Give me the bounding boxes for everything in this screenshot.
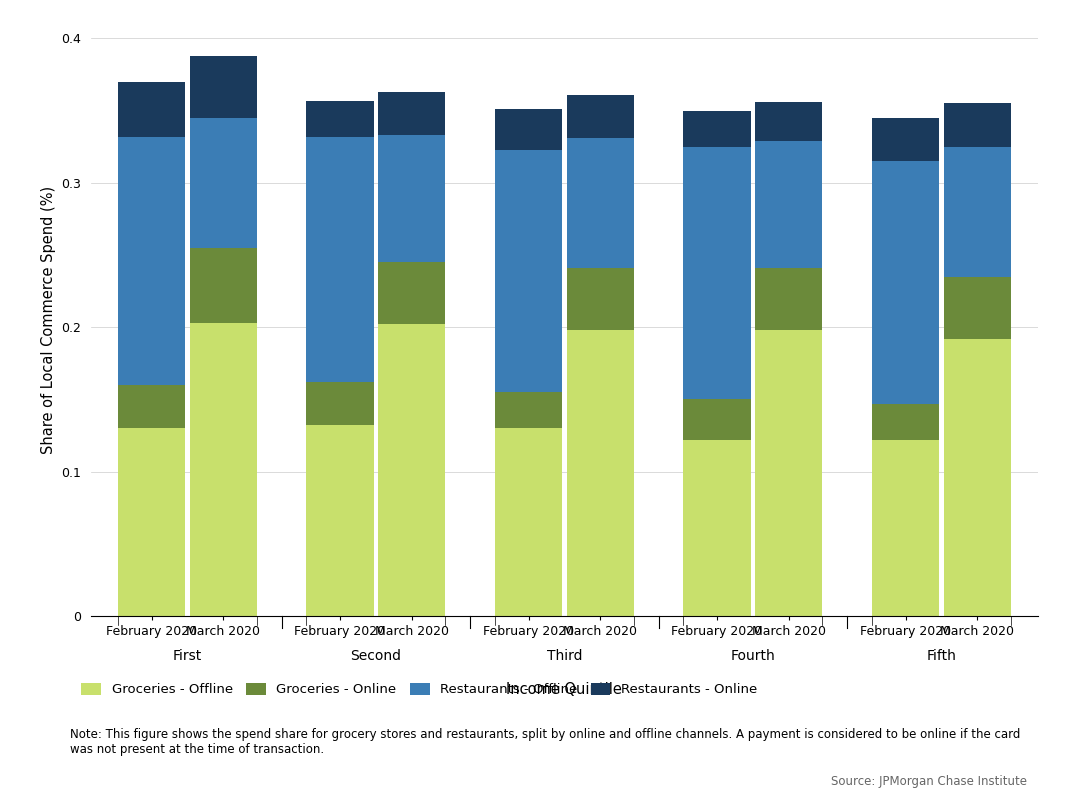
Bar [494,150,562,392]
Bar [306,426,373,616]
Bar [118,428,185,616]
Bar [306,101,373,137]
Bar [872,161,939,404]
Bar [378,324,445,616]
Text: Third: Third [547,649,582,662]
Bar [944,277,1011,338]
Bar [378,135,445,262]
Bar [494,428,562,616]
Bar [872,404,939,440]
Bar [189,323,257,616]
Bar [494,109,562,150]
Text: Second: Second [351,649,401,662]
Bar [755,330,823,616]
Bar [684,146,751,399]
Bar [118,82,185,137]
Bar [755,102,823,141]
Y-axis label: Share of Local Commerce Spend (%): Share of Local Commerce Spend (%) [41,186,56,454]
Bar [306,137,373,382]
Bar [944,338,1011,616]
Text: First: First [173,649,202,662]
Bar [872,118,939,161]
Text: Note: This figure shows the spend share for grocery stores and restaurants, spli: Note: This figure shows the spend share … [70,728,1020,756]
Text: Fourth: Fourth [731,649,776,662]
Text: Fifth: Fifth [927,649,957,662]
Bar [494,392,562,428]
Bar [567,138,635,268]
Bar [684,440,751,616]
Bar [306,382,373,426]
Bar [378,92,445,135]
Bar [944,103,1011,146]
Bar [189,118,257,248]
Bar [567,330,635,616]
Bar [684,399,751,440]
Bar [118,385,185,428]
Bar [872,440,939,616]
Legend: Groceries - Offline, Groceries - Online, Restaurants - Offline, Restaurants - On: Groceries - Offline, Groceries - Online,… [76,678,763,702]
Bar [118,137,185,385]
Bar [567,268,635,330]
Bar [189,248,257,323]
Text: Source: JPMorgan Chase Institute: Source: JPMorgan Chase Institute [831,775,1027,788]
Bar [684,110,751,146]
X-axis label: Income Quintile: Income Quintile [506,682,623,698]
Bar [567,94,635,138]
Bar [755,268,823,330]
Bar [755,141,823,268]
Bar [378,262,445,324]
Bar [189,56,257,118]
Bar [944,146,1011,277]
